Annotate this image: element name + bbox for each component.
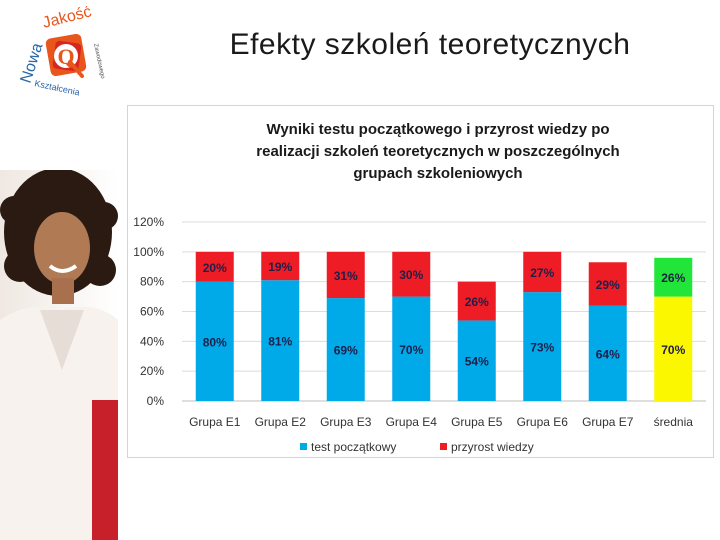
bar-przyrost-wiedzy [326,251,365,299]
slide-title: Efekty szkoleń teoretycznych [229,28,631,61]
y-tick-label: 60% [140,305,164,319]
legend-label: test początkowy [311,440,396,454]
x-category-label: Grupa E1 [189,415,241,429]
x-category-label: Grupa E5 [451,415,503,429]
data-label-test-poczatkowy: 69% [334,344,358,358]
logo-word-ksztalcenia: Kształcenia [34,78,81,97]
x-category-label: Grupa E6 [517,415,569,429]
bar-przyrost-wiedzy [392,251,431,297]
bar-przyrost-wiedzy [523,251,562,293]
bar-test-poczatkowy [654,296,693,401]
data-label-test-poczatkowy: 81% [268,335,292,349]
bar-przyrost-wiedzy [195,251,234,282]
x-axis: Grupa E1 Grupa E2 Grupa E3 Grupa E4 Grupa E5… [189,415,693,429]
data-label-test-poczatkowy: 73% [530,341,554,355]
y-tick-label: 40% [140,334,164,348]
bar-przyrost-wiedzy [654,257,693,297]
bar-przyrost-wiedzy [588,262,627,306]
data-label-test-poczatkowy: 54% [465,355,489,369]
data-label-przyrost-wiedzy: 20% [203,261,227,275]
x-category-label: Grupa E4 [386,415,438,429]
bar-test-poczatkowy [195,281,234,401]
chart-title-line-3: grupach szkoleniowych [353,165,522,182]
legend: test początkowy przyrost wiedzy [300,440,534,454]
y-tick-label: 120% [133,215,164,229]
logo-q-mark: Q [45,33,87,78]
y-tick-label: 0% [147,394,165,408]
stacked-bar-chart: Wyniki testu początkowego i przyrost wie… [133,121,706,454]
bar-przyrost-wiedzy [457,281,496,321]
legend-swatch [300,443,307,450]
bar-test-poczatkowy [523,292,562,401]
x-category-label: Grupa E7 [582,415,634,429]
bar-test-poczatkowy [261,280,300,401]
y-tick-label: 20% [140,364,164,378]
data-label-przyrost-wiedzy: 19% [268,260,292,274]
legend-label: przyrost wiedzy [451,440,534,454]
data-label-test-poczatkowy: 70% [399,343,423,357]
logo: Nowa Jakość Kształcenia Zawodowego Q [18,6,106,98]
bar-test-poczatkowy [588,305,627,401]
data-label-przyrost-wiedzy: 27% [530,266,554,280]
x-category-label: średnia [654,415,694,429]
data-label-test-poczatkowy: 80% [203,335,227,349]
x-category-label: Grupa E3 [320,415,372,429]
y-axis: 0% 20% 40% 60% 80% 100% 120% [133,215,164,408]
bar-test-poczatkowy [457,320,496,401]
bar-test-poczatkowy [326,298,365,401]
logo-tagline: Zawodowego [92,43,105,80]
data-label-test-poczatkowy: 64% [596,347,620,361]
bars-layer: 80% 20% 81% 19% 69% 31% 70% 30% 54% 26% 73% 27% 64% 2… [195,251,693,401]
chart-panel: Wyniki testu początkowego i przyrost wie… [127,105,714,458]
bar-test-poczatkowy [392,296,431,401]
x-category-label: Grupa E2 [255,415,307,429]
data-label-przyrost-wiedzy: 26% [465,295,489,309]
data-label-przyrost-wiedzy: 26% [661,271,685,285]
data-label-przyrost-wiedzy: 31% [334,269,358,283]
data-label-przyrost-wiedzy: 30% [399,268,423,282]
y-tick-label: 100% [133,245,164,259]
chart-title-line-1: Wyniki testu początkowego i przyrost wie… [266,121,609,138]
data-label-test-poczatkowy: 70% [661,343,685,357]
legend-swatch [440,443,447,450]
chart-title-line-2: realizacji szkoleń teoretycznych w poszc… [256,143,619,160]
grid-layer [182,221,706,402]
person-photo [0,170,118,540]
data-label-przyrost-wiedzy: 29% [596,278,620,292]
logo-word-jakosc: Jakość [41,6,93,32]
bar-przyrost-wiedzy [261,251,300,281]
y-tick-label: 80% [140,275,164,289]
